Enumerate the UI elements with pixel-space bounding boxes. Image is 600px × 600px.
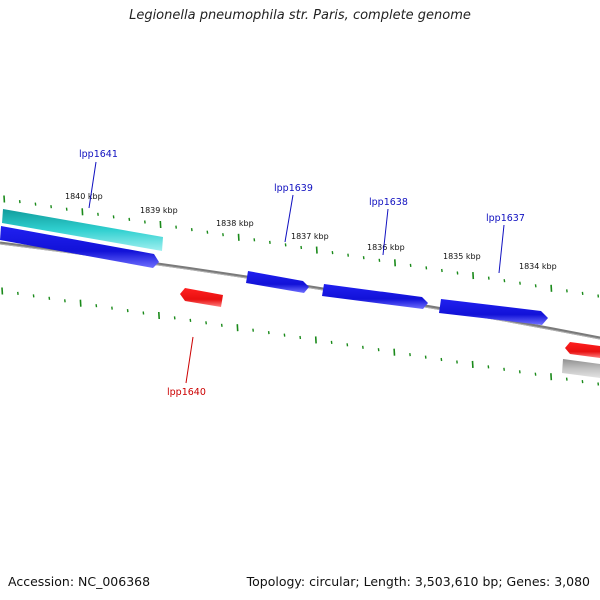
gene-label-lpp1638[interactable]: lpp1638 (369, 197, 408, 208)
scale-label-1838: 1838 kbp (216, 219, 254, 228)
gene-feature-right-reverse[interactable] (565, 342, 600, 358)
gene-feature-lpp1639[interactable] (246, 271, 309, 293)
leader-line-lpp1638 (382, 208, 389, 256)
scale-label-1834: 1834 kbp (519, 262, 557, 271)
scale-label-1839: 1839 kbp (140, 206, 178, 215)
gene-feature-lpp1638[interactable] (322, 284, 428, 309)
topology-summary: Topology: circular; Length: 3,503,610 bp… (246, 574, 590, 589)
scale-label-1837: 1837 kbp (291, 232, 329, 241)
scale-label-1840: 1840 kbp (65, 192, 103, 201)
scale-label-1836: 1836 kbp (367, 243, 405, 252)
gene-label-lpp1637[interactable]: lpp1637 (486, 213, 525, 224)
gene-feature-lpp1637[interactable] (439, 299, 548, 325)
gene-label-lpp1640[interactable]: lpp1640 (167, 387, 206, 398)
gene-label-lpp1639[interactable]: lpp1639 (274, 183, 313, 194)
gene-feature-lpp1641[interactable] (0, 226, 159, 268)
gene-feature-lpp1640[interactable] (180, 288, 223, 307)
scale-label-1835: 1835 kbp (443, 252, 481, 261)
leader-line-lpp1640 (185, 336, 194, 384)
gene-feature-lpp1641-highlight[interactable] (2, 209, 163, 251)
inner-scale-ticks (1, 287, 600, 386)
accession-text: Accession: NC_006368 (8, 574, 151, 589)
gene-label-lpp1641[interactable]: lpp1641 (79, 149, 118, 160)
leader-line-lpp1641 (88, 161, 97, 209)
leader-line-lpp1637 (498, 224, 505, 274)
gene-feature-right-other[interactable] (562, 359, 600, 378)
genome-title: Legionella pneumophila str. Paris, compl… (129, 8, 471, 23)
leader-line-lpp1639 (284, 194, 294, 243)
outer-scale-ticks (3, 195, 600, 298)
